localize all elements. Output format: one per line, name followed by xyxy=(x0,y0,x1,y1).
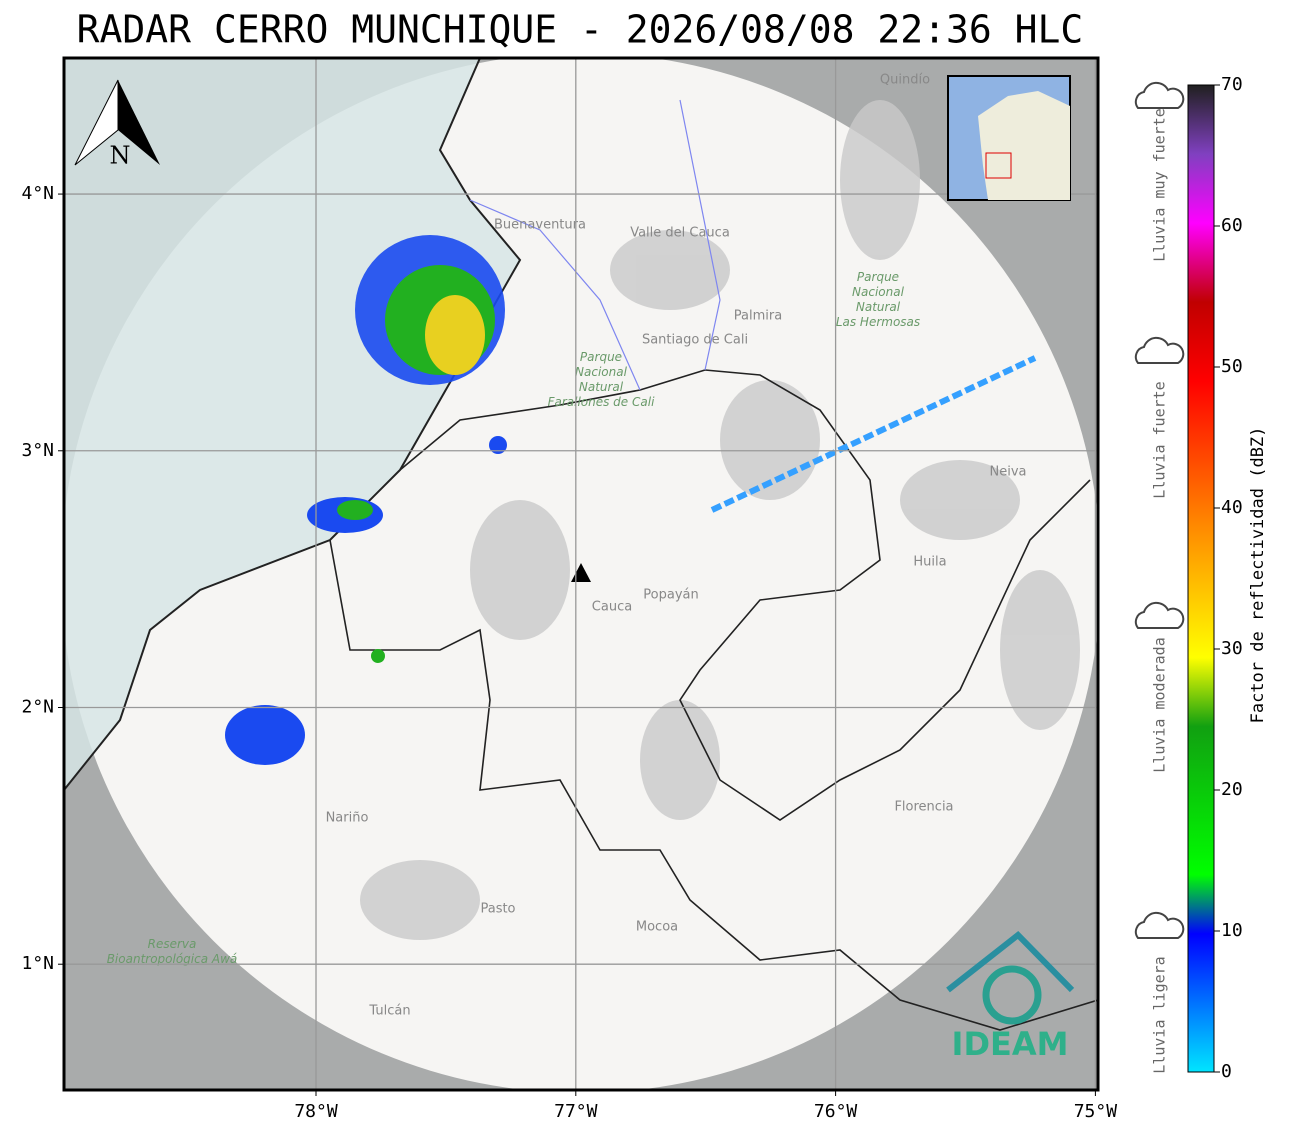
x-tick-label: 76°W xyxy=(814,1101,858,1122)
cloud-icon xyxy=(1134,911,1185,939)
colorbar-tick-label: 30 xyxy=(1221,638,1243,659)
place-label: Huila xyxy=(913,555,946,570)
map: Quindío Buenaventura Valle del Cauca Palmir… xyxy=(64,58,1098,1090)
colorbar-tick-label: 60 xyxy=(1221,215,1243,236)
y-tick-label: 1°N xyxy=(21,953,54,974)
coastline xyxy=(64,58,522,791)
boundary xyxy=(329,369,1098,1031)
colorbar-tick-label: 70 xyxy=(1221,74,1243,95)
place-label: Popayán xyxy=(643,588,698,603)
title: RADAR CERRO MUNCHIQUE - 2026/08/08 22:36… xyxy=(77,8,1084,52)
colorbar xyxy=(1187,84,1215,1073)
north-arrow: N xyxy=(74,79,160,170)
y-tick-label: 4°N xyxy=(21,183,54,204)
logo: IDEAM xyxy=(946,930,1075,1063)
colorbar-tick-label: 50 xyxy=(1221,356,1243,377)
place-label: Mocoa xyxy=(636,920,678,935)
terrain xyxy=(360,100,1080,940)
colorbar-tick-label: 10 xyxy=(1221,920,1243,941)
place-label: Parque Nacional Natural Las Hermosas xyxy=(836,270,920,329)
place-label: Santiago de Cali xyxy=(642,333,748,348)
y-tick-label: 2°N xyxy=(21,696,54,717)
legend-label: Lluvia ligera xyxy=(1151,956,1169,1073)
colorbar-tick-label: 0 xyxy=(1221,1061,1232,1082)
place-label: Pasto xyxy=(480,902,515,917)
place-label: Neiva xyxy=(990,465,1027,480)
x-tick-label: 75°W xyxy=(1074,1101,1118,1122)
place-label: Nariño xyxy=(326,811,369,826)
place-label: Palmira xyxy=(734,309,782,324)
place-label: Parque Nacional Natural Farallones de Cali xyxy=(548,350,655,409)
x-tick-label: 78°W xyxy=(294,1101,338,1122)
legend-label: Lluvia moderada xyxy=(1151,637,1169,772)
legend-icon xyxy=(1134,601,1185,629)
place-label: Florencia xyxy=(894,800,953,815)
legend-icon xyxy=(1134,911,1185,939)
x-tick-label: 77°W xyxy=(554,1101,598,1122)
colorbar-label: Factor de reflectividad (dBZ) xyxy=(1248,427,1268,724)
cloud-icon xyxy=(1134,601,1185,629)
place-label: Cauca xyxy=(592,600,632,615)
colorbar-tick-label: 20 xyxy=(1221,779,1243,800)
cloud-icon xyxy=(1134,81,1185,109)
echoes xyxy=(225,235,1037,765)
place-label: Buenaventura xyxy=(494,218,586,233)
place-label: Quindío xyxy=(880,73,930,88)
river xyxy=(469,99,721,391)
y-tick-label: 3°N xyxy=(21,440,54,461)
colorbar-tick-label: 40 xyxy=(1221,497,1243,518)
legend-icon xyxy=(1134,81,1185,109)
map-frame xyxy=(62,56,1100,1092)
legend-icon xyxy=(1134,336,1185,364)
place-label: Tulcán xyxy=(368,1004,410,1019)
cloud-icon xyxy=(1134,336,1185,364)
place-label: Reserva Bioantropológica Awá xyxy=(107,937,238,966)
place-label: Valle del Cauca xyxy=(630,226,730,241)
logo-text: IDEAM xyxy=(952,1025,1069,1063)
legend-label: Lluvia muy fuerte xyxy=(1151,108,1169,262)
north-label: N xyxy=(110,142,131,170)
inset-map xyxy=(947,75,1071,201)
legend-label: Lluvia fuerte xyxy=(1151,381,1169,498)
